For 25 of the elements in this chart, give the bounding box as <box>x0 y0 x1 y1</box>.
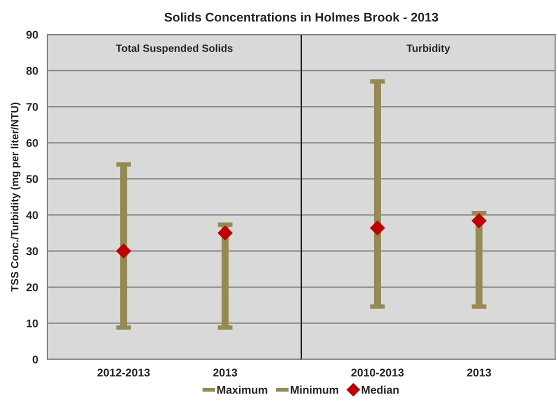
y-tick-label: 40 <box>26 211 38 220</box>
legend-label: Median <box>362 386 399 394</box>
chart-title: Solids Concentrations in Holmes Brook - 2013 <box>164 12 438 22</box>
legend-label: Maximum <box>217 386 268 394</box>
legend-label: Minimum <box>290 386 338 394</box>
y-tick-label: 60 <box>26 139 38 147</box>
x-tick-label: 2013 <box>213 368 238 377</box>
y-tick-label: 10 <box>26 319 38 328</box>
annotation: Turbidity <box>406 44 450 54</box>
y-tick-label: 80 <box>26 66 38 75</box>
point <box>471 213 487 228</box>
point <box>116 243 132 259</box>
y-tick-label: 90 <box>26 30 38 39</box>
x-tick-label: 2013 <box>467 368 491 377</box>
x-tick-label: 2010-2013 <box>351 368 404 377</box>
annotation: Total Suspended Solids <box>116 44 233 54</box>
x-tick-label: 2012-2013 <box>97 368 150 377</box>
y-tick-label: 20 <box>26 283 38 292</box>
point <box>218 225 233 241</box>
y-tick-label: 50 <box>26 175 38 183</box>
y-tick-label: 30 <box>26 247 38 256</box>
y-axis-title: TSS Conc./Turbidity (mg per liter/NTU) <box>10 102 20 292</box>
y-tick-label: 70 <box>26 102 38 111</box>
y-tick-label: 0 <box>32 356 38 364</box>
point <box>370 220 386 236</box>
